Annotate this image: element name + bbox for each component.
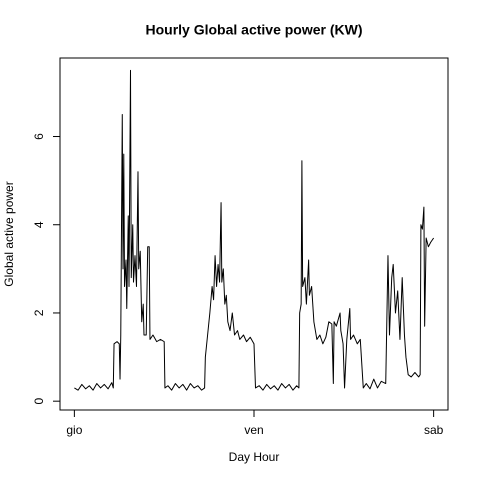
x-tick-label: sab bbox=[424, 423, 444, 437]
y-axis-label: Global active power bbox=[2, 181, 16, 286]
y-tick-label: 2 bbox=[32, 309, 46, 316]
data-line bbox=[74, 69, 435, 391]
y-tick-label: 4 bbox=[32, 221, 46, 228]
x-tick-label: gio bbox=[66, 423, 82, 437]
x-tick-label: ven bbox=[244, 423, 263, 437]
chart-title: Hourly Global active power (KW) bbox=[145, 22, 362, 38]
y-tick-label: 0 bbox=[32, 398, 46, 405]
x-axis-label: Day Hour bbox=[229, 450, 280, 464]
y-tick-label: 6 bbox=[32, 133, 46, 140]
